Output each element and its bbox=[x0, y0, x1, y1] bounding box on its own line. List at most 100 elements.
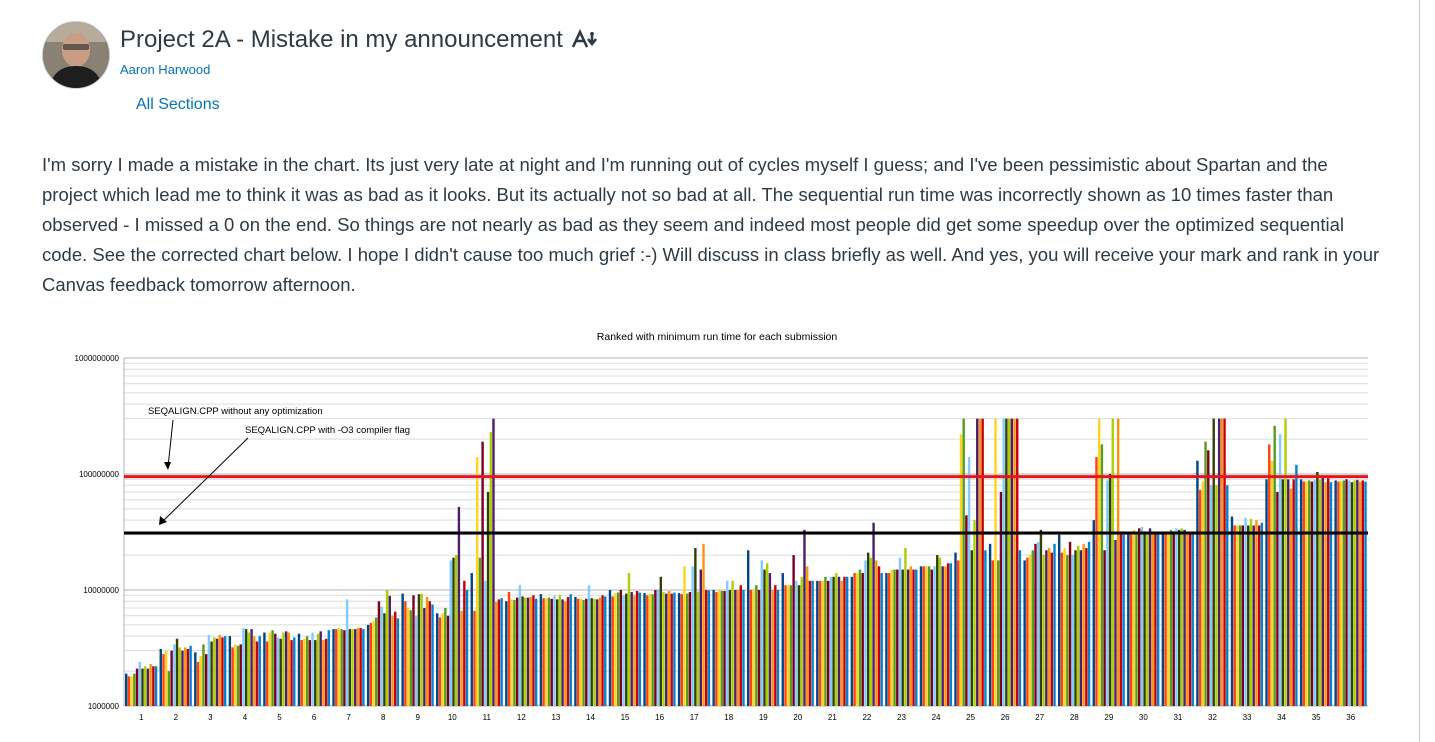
bar bbox=[919, 566, 923, 706]
bar bbox=[284, 631, 288, 706]
bar bbox=[1247, 525, 1250, 706]
bar bbox=[236, 645, 240, 706]
x-tick-label: 15 bbox=[621, 713, 630, 722]
x-tick-label: 5 bbox=[277, 713, 282, 722]
bar bbox=[973, 520, 976, 706]
x-tick-label: 33 bbox=[1243, 713, 1252, 722]
bar bbox=[1289, 488, 1293, 706]
bar bbox=[1334, 480, 1337, 706]
bar bbox=[372, 621, 375, 706]
bar bbox=[555, 599, 559, 706]
bar bbox=[646, 595, 649, 706]
bar bbox=[1212, 418, 1215, 706]
bar bbox=[1045, 550, 1048, 706]
bar bbox=[887, 573, 891, 706]
bar bbox=[1095, 457, 1098, 706]
bar bbox=[944, 566, 947, 706]
bar bbox=[1129, 534, 1133, 706]
bar bbox=[375, 617, 378, 706]
bar bbox=[1236, 525, 1239, 706]
bar bbox=[821, 580, 824, 706]
bar bbox=[1058, 534, 1061, 706]
bar bbox=[1308, 480, 1311, 706]
bar bbox=[247, 632, 251, 706]
bar bbox=[513, 599, 516, 706]
immersive-reader-icon[interactable] bbox=[571, 28, 601, 51]
bar bbox=[1292, 479, 1295, 706]
bar bbox=[518, 585, 522, 706]
bar bbox=[726, 580, 729, 706]
bar bbox=[659, 576, 663, 706]
bar bbox=[734, 590, 737, 706]
bar bbox=[1023, 560, 1026, 706]
bar bbox=[933, 566, 936, 706]
bar bbox=[446, 615, 450, 706]
sections-link[interactable]: All Sections bbox=[136, 96, 220, 113]
bar bbox=[406, 607, 410, 706]
bar bbox=[521, 596, 524, 706]
bar bbox=[1135, 534, 1138, 706]
bar bbox=[465, 590, 469, 706]
bar bbox=[1268, 444, 1271, 706]
bar bbox=[492, 418, 495, 706]
bar bbox=[598, 597, 602, 706]
run-time-chart: Ranked with minimum run time for each su… bbox=[50, 322, 1380, 732]
bar bbox=[303, 638, 306, 706]
avatar[interactable] bbox=[42, 21, 110, 89]
author-link[interactable]: Aaron Harwood bbox=[120, 62, 211, 77]
bar bbox=[837, 576, 841, 706]
bar bbox=[877, 566, 881, 706]
bar bbox=[1339, 481, 1343, 706]
bar bbox=[1345, 479, 1348, 706]
bar bbox=[332, 629, 335, 706]
bar bbox=[835, 573, 838, 706]
bar bbox=[173, 644, 176, 706]
x-tick-label: 31 bbox=[1173, 713, 1182, 722]
bar bbox=[994, 418, 997, 706]
bar bbox=[1276, 491, 1279, 706]
bar bbox=[574, 597, 577, 706]
x-tick-label: 28 bbox=[1070, 713, 1079, 722]
bar bbox=[305, 636, 309, 706]
bar bbox=[391, 615, 394, 706]
bar bbox=[1164, 531, 1167, 706]
bar bbox=[808, 580, 812, 706]
bar bbox=[869, 557, 873, 706]
x-tick-label: 22 bbox=[862, 713, 871, 722]
bar bbox=[648, 593, 652, 706]
bar bbox=[832, 576, 835, 706]
bar bbox=[1233, 525, 1236, 706]
bar bbox=[167, 671, 171, 706]
bar bbox=[760, 560, 763, 706]
bar bbox=[234, 644, 237, 706]
arrow-o3 bbox=[161, 437, 249, 523]
bar bbox=[221, 637, 224, 706]
bar bbox=[154, 666, 158, 706]
bar bbox=[258, 636, 261, 706]
bar bbox=[1302, 481, 1306, 706]
bar bbox=[768, 573, 772, 706]
bar bbox=[673, 592, 676, 706]
bar bbox=[481, 441, 484, 706]
bar bbox=[1079, 550, 1083, 706]
bar bbox=[1310, 481, 1314, 706]
bar bbox=[152, 666, 155, 706]
bar bbox=[1327, 478, 1330, 706]
bar bbox=[1238, 525, 1242, 706]
bar bbox=[1337, 481, 1340, 706]
bar bbox=[627, 573, 631, 706]
x-tick-label: 16 bbox=[655, 713, 664, 722]
bar bbox=[742, 590, 745, 706]
announcement-title: Project 2A - Mistake in my announcement bbox=[120, 26, 563, 53]
bar bbox=[866, 552, 870, 706]
bar bbox=[1313, 479, 1316, 706]
bar bbox=[662, 592, 665, 706]
bar bbox=[630, 592, 633, 706]
bar bbox=[850, 576, 854, 706]
bar bbox=[608, 590, 612, 706]
bar bbox=[564, 601, 567, 706]
bar bbox=[550, 598, 553, 706]
bar bbox=[957, 560, 960, 706]
bar bbox=[1305, 481, 1308, 706]
